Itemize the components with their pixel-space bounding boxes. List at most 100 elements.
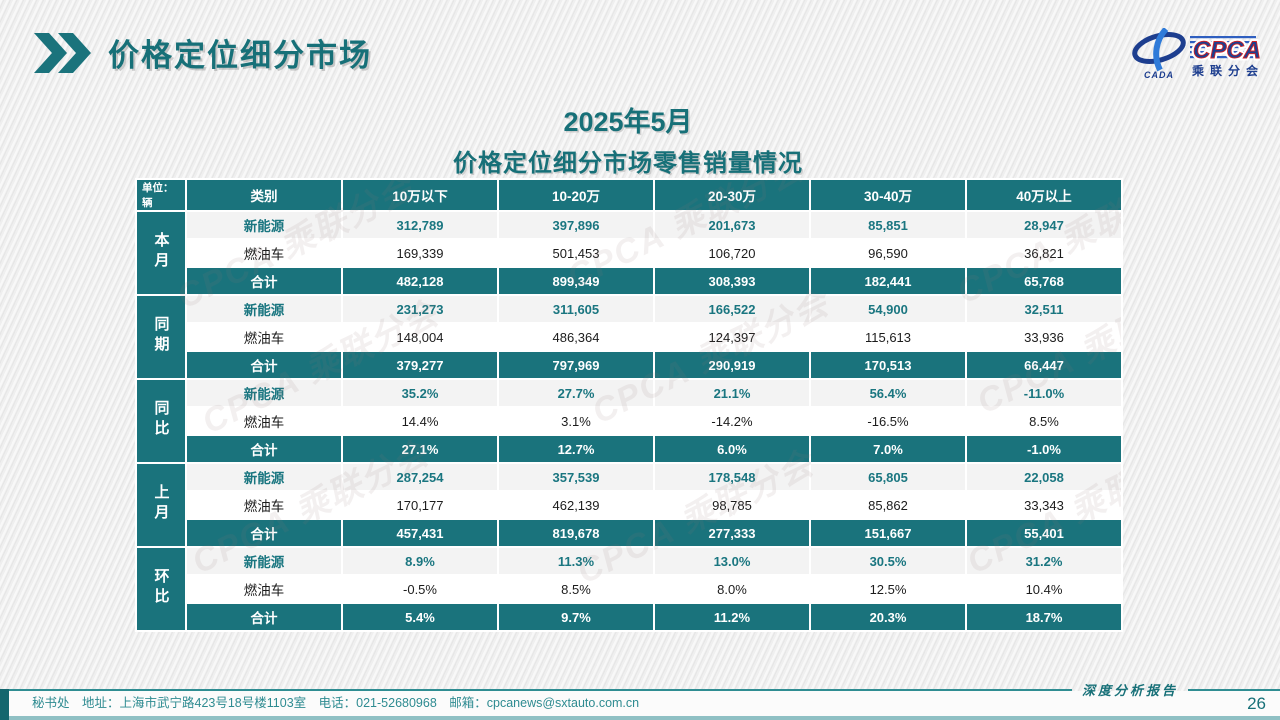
table-cell: 85,851 [809, 210, 967, 240]
table-cell: 21.1% [653, 378, 811, 408]
table-cell: 501,453 [497, 238, 655, 268]
table-cell: -16.5% [809, 406, 967, 436]
row-label: 新能源 [185, 378, 343, 408]
table-cell: 182,441 [809, 266, 967, 296]
table-cell: 899,349 [497, 266, 655, 296]
page-header: 价格定位细分市场 [34, 30, 372, 75]
table-cell: 98,785 [653, 490, 811, 520]
table-cell: 290,919 [653, 350, 811, 380]
table-cell: 8.9% [341, 546, 499, 576]
table-cell: 27.7% [497, 378, 655, 408]
table-cell: 10.4% [965, 574, 1123, 604]
table-title: 2025年5月 价格定位细分市场零售销量情况 [135, 100, 1121, 178]
table-cell: 28,947 [965, 210, 1123, 240]
row-label: 合计 [185, 350, 343, 380]
table-cell: -1.0% [965, 434, 1123, 464]
svg-text:CADA: CADA [1144, 70, 1174, 80]
table-wrap: 单位：辆 类别 10万以下 10-20万 20-30万 30-40万 40万以上 本月 新能源 3… [135, 178, 1123, 632]
row-group-label: 上月 [135, 462, 187, 548]
table-cell: 357,539 [497, 462, 655, 492]
row-group-label-text: 环比 [152, 567, 170, 608]
row-group-label: 同比 [135, 378, 187, 464]
table-cell: 170,177 [341, 490, 499, 520]
row-label: 新能源 [185, 294, 343, 324]
table-cell: 11.2% [653, 602, 811, 632]
svg-text:CPCA: CPCA [1193, 37, 1260, 64]
row-label: 燃油车 [185, 490, 343, 520]
column-header: 20-30万 [653, 178, 811, 212]
table-title-line1: 2025年5月 [563, 107, 693, 137]
row-group-label-text: 同比 [152, 399, 170, 440]
column-header: 10-20万 [497, 178, 655, 212]
logo-swoosh-icon: CADA [1132, 26, 1186, 80]
footer-accent-block [0, 689, 9, 720]
column-header: 40万以上 [965, 178, 1123, 212]
table-cell: 55,401 [965, 518, 1123, 548]
table-row: 燃油车 148,004 486,364 124,397 115,613 33,936 [136, 322, 1123, 352]
table-cell: 312,789 [341, 210, 499, 240]
table-title-line2: 价格定位细分市场零售销量情况 [453, 150, 803, 177]
row-group-label-text: 同期 [152, 315, 170, 356]
table-cell: 66,447 [965, 350, 1123, 380]
table-row: 燃油车 169,339 501,453 106,720 96,590 36,821 [136, 238, 1123, 268]
table-cell: 30.5% [809, 546, 967, 576]
table-cell: 56.4% [809, 378, 967, 408]
cpca-logo-graphic: CADA CPCA CPCA 乘联分会 [1132, 26, 1264, 80]
table-cell: 311,605 [497, 294, 655, 324]
table-row: 同期 新能源 231,273 311,605 166,522 54,900 32,511 [135, 294, 1123, 380]
table-cell: 170,513 [809, 350, 967, 380]
table-cell: 32,511 [965, 294, 1123, 324]
table-row: 合计 482,128 899,349 308,393 182,441 65,768 [136, 266, 1123, 296]
table-cell: 8.5% [965, 406, 1123, 436]
table-cell: 5.4% [341, 602, 499, 632]
table-cell: 65,805 [809, 462, 967, 492]
report-type-label: 深度分析报告 [1081, 684, 1178, 699]
table-cell: 85,862 [809, 490, 967, 520]
svg-text:CPCA: CPCA [1193, 37, 1260, 64]
footer-bar: 秘书处 地址：上海市武宁路423号18号楼1103室 电话：021-526809… [0, 689, 1280, 720]
table-cell: 106,720 [653, 238, 811, 268]
row-group-label: 本月 [135, 210, 187, 296]
footer-rule-right [1188, 689, 1280, 691]
table-cell: 178,548 [653, 462, 811, 492]
table-cell: 124,397 [653, 322, 811, 352]
table-cell: 169,339 [341, 238, 499, 268]
table-cell: 31.2% [965, 546, 1123, 576]
column-header: 30-40万 [809, 178, 967, 212]
row-label: 新能源 [185, 462, 343, 492]
table-cell: 7.0% [809, 434, 967, 464]
table-row: 燃油车 -0.5% 8.5% 8.0% 12.5% 10.4% [136, 574, 1123, 604]
svg-text:乘联分会: 乘联分会 [1191, 63, 1260, 78]
price-segment-table: 单位：辆 类别 10万以下 10-20万 20-30万 30-40万 40万以上 本月 新能源 3… [135, 178, 1123, 632]
page-number: 26 [1247, 694, 1266, 713]
table-cell: 22,058 [965, 462, 1123, 492]
table-cell: 231,273 [341, 294, 499, 324]
table-cell: -14.2% [653, 406, 811, 436]
table-cell: 8.5% [497, 574, 655, 604]
table-cell: -0.5% [341, 574, 499, 604]
unit-label: 单位：辆 [135, 178, 187, 212]
table-cell: 151,667 [809, 518, 967, 548]
row-label: 燃油车 [185, 322, 343, 352]
row-label: 合计 [185, 266, 343, 296]
table-cell: 35.2% [341, 378, 499, 408]
table-cell: 3.1% [497, 406, 655, 436]
table-row: 合计 5.4% 9.7% 11.2% 20.3% 18.7% [136, 602, 1123, 632]
table-cell: 482,128 [341, 266, 499, 296]
table-cell: 27.1% [341, 434, 499, 464]
table-cell: 14.4% [341, 406, 499, 436]
table-cell: 36,821 [965, 238, 1123, 268]
table-cell: 486,364 [497, 322, 655, 352]
page-title: 价格定位细分市场 [108, 38, 372, 73]
table-row: 本月 新能源 312,789 397,896 201,673 85,851 28,947 [135, 210, 1123, 296]
table-cell: 54,900 [809, 294, 967, 324]
table-cell: 379,277 [341, 350, 499, 380]
footer-rule-left [0, 689, 1072, 691]
table-row: 上月 新能源 287,254 357,539 178,548 65,805 22,058 [135, 462, 1123, 548]
row-group-label: 同期 [135, 294, 187, 380]
table-cell: 33,936 [965, 322, 1123, 352]
cpca-logo: CADA CPCA CPCA 乘联分会 [1132, 26, 1264, 80]
table-cell: 397,896 [497, 210, 655, 240]
table-cell: 12.5% [809, 574, 967, 604]
table-cell: 12.7% [497, 434, 655, 464]
